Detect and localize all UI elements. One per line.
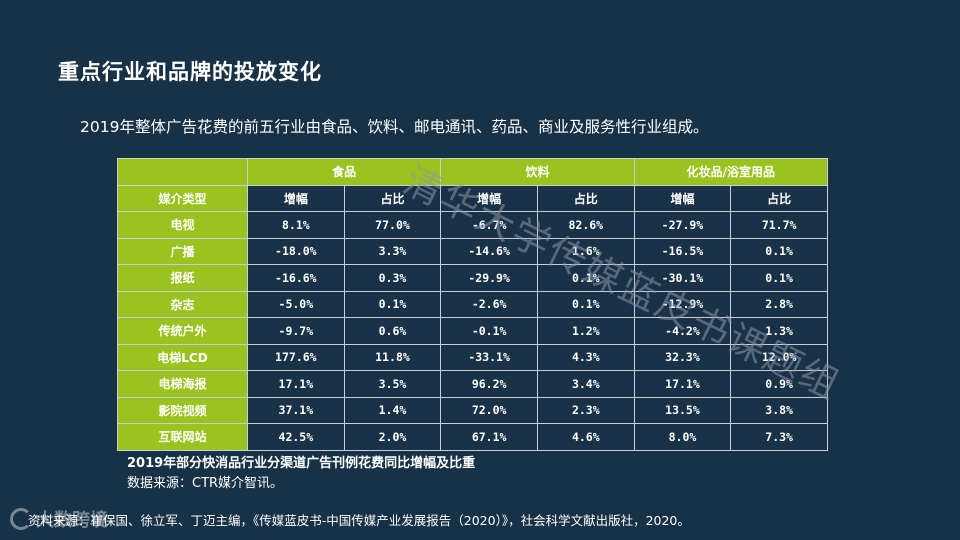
table-cell: 1.2% xyxy=(536,317,635,345)
group-header: 食品 xyxy=(246,158,442,186)
table-cell: -9.7% xyxy=(247,317,345,345)
sub-header: 占比 xyxy=(730,184,828,212)
table-row: 电梯LCD 177.6% 11.8% -33.1% 4.3% 32.3% 12.0% xyxy=(117,343,828,371)
table-cell: 2.8% xyxy=(730,290,828,318)
row-label: 报纸 xyxy=(117,264,248,292)
row-label: 电梯LCD xyxy=(117,343,248,371)
table-cell: -14.6% xyxy=(440,237,538,265)
table-cell: 0.6% xyxy=(343,317,442,345)
logo: 大数跨境 xyxy=(10,506,108,532)
row-header-label: 媒介类型 xyxy=(117,184,248,212)
table-cell: 0.3% xyxy=(343,264,442,292)
row-label: 传统户外 xyxy=(117,317,248,345)
table-cell: 12.0% xyxy=(730,343,828,371)
table-row: 广播 -18.0% 3.3% -14.6% 1.6% -16.5% 0.1% xyxy=(117,237,828,265)
corner-cell xyxy=(117,158,248,186)
sub-header: 占比 xyxy=(343,184,442,212)
table-cell: 3.8% xyxy=(730,396,828,424)
reference-note: 资料来源：崔保国、徐立军、丁迈主编，《传媒蓝皮书-中国传媒产业发展报告（2020… xyxy=(28,513,690,528)
table-cell: 3.5% xyxy=(343,370,442,398)
sub-header: 增幅 xyxy=(440,184,538,212)
row-label: 广播 xyxy=(117,237,248,265)
group-header: 化妆品/浴室用品 xyxy=(633,158,829,186)
sub-header-row: 媒介类型 增幅 占比 增幅 占比 增幅 占比 xyxy=(117,184,828,212)
table-cell: 8.0% xyxy=(633,423,732,451)
group-header: 饮料 xyxy=(440,158,635,186)
table-cell: -12.9% xyxy=(633,290,732,318)
table-cell: 4.6% xyxy=(536,423,635,451)
table-cell: -27.9% xyxy=(633,211,732,239)
data-source: 数据来源：CTR媒介智讯。 xyxy=(127,476,284,491)
slide-title: 重点行业和品牌的投放变化 xyxy=(58,60,322,84)
table-cell: -33.1% xyxy=(440,343,538,371)
table-cell: 177.6% xyxy=(247,343,345,371)
slide-subtitle: 2019年整体广告花费的前五行业由食品、饮料、邮电通讯、药品、商业及服务性行业组… xyxy=(80,118,709,136)
logo-icon xyxy=(10,508,32,530)
table-cell: 2.0% xyxy=(343,423,442,451)
row-label: 影院视频 xyxy=(117,396,248,424)
table-cell: -6.7% xyxy=(440,211,538,239)
table-row: 报纸 -16.6% 0.3% -29.9% 0.1% -30.1% 0.1% xyxy=(117,264,828,292)
table-cell: 1.6% xyxy=(536,237,635,265)
table-cell: 13.5% xyxy=(633,396,732,424)
table-cell: 0.1% xyxy=(536,264,635,292)
row-label: 互联网站 xyxy=(117,423,248,451)
table-cell: -16.6% xyxy=(247,264,345,292)
table-cell: -16.5% xyxy=(633,237,732,265)
table-row: 传统户外 -9.7% 0.6% -0.1% 1.2% -4.2% 1.3% xyxy=(117,317,828,345)
table-row: 电梯海报 17.1% 3.5% 96.2% 3.4% 17.1% 0.9% xyxy=(117,370,828,398)
table-cell: 96.2% xyxy=(440,370,538,398)
table-cell: 37.1% xyxy=(247,396,345,424)
logo-text: 大数跨境 xyxy=(36,510,108,531)
table-cell: 82.6% xyxy=(536,211,635,239)
table-row: 影院视频 37.1% 1.4% 72.0% 2.3% 13.5% 3.8% xyxy=(117,396,828,424)
sub-header: 占比 xyxy=(536,184,635,212)
table-cell: -29.9% xyxy=(440,264,538,292)
table-body: 电视 8.1% 77.0% -6.7% 82.6% -27.9% 71.7% 广播 -18.0%… xyxy=(117,211,828,451)
table-cell: -18.0% xyxy=(247,237,345,265)
data-table: 食品 饮料 化妆品/浴室用品 媒介类型 增幅 占比 增幅 占比 增幅 占比 电视… xyxy=(117,158,829,451)
table-cell: 3.4% xyxy=(536,370,635,398)
sub-header: 增幅 xyxy=(247,184,345,212)
table-cell: 42.5% xyxy=(247,423,345,451)
table-cell: 67.1% xyxy=(440,423,538,451)
table-cell: 0.1% xyxy=(343,290,442,318)
table-cell: 32.3% xyxy=(633,343,732,371)
table-cell: 1.3% xyxy=(730,317,828,345)
table-cell: 3.3% xyxy=(343,237,442,265)
table-cell: 17.1% xyxy=(247,370,345,398)
table-cell: -4.2% xyxy=(633,317,732,345)
table-cell: 0.1% xyxy=(730,264,828,292)
table-cell: 71.7% xyxy=(730,211,828,239)
row-label: 杂志 xyxy=(117,290,248,318)
row-label: 电梯海报 xyxy=(117,370,248,398)
table-cell: -5.0% xyxy=(247,290,345,318)
table-cell: 72.0% xyxy=(440,396,538,424)
table-cell: -0.1% xyxy=(440,317,538,345)
table-cell: 2.3% xyxy=(536,396,635,424)
table-row: 互联网站 42.5% 2.0% 67.1% 4.6% 8.0% 7.3% xyxy=(117,423,828,451)
table-cell: 17.1% xyxy=(633,370,732,398)
table-cell: 0.1% xyxy=(536,290,635,318)
table-row: 电视 8.1% 77.0% -6.7% 82.6% -27.9% 71.7% xyxy=(117,211,828,239)
sub-header: 增幅 xyxy=(633,184,732,212)
table-cell: 11.8% xyxy=(343,343,442,371)
table-cell: 8.1% xyxy=(247,211,345,239)
group-header-row: 食品 饮料 化妆品/浴室用品 xyxy=(117,158,829,186)
row-label: 电视 xyxy=(117,211,248,239)
table-cell: -2.6% xyxy=(440,290,538,318)
table-cell: 77.0% xyxy=(343,211,442,239)
table-cell: 4.3% xyxy=(536,343,635,371)
table-cell: 0.1% xyxy=(730,237,828,265)
table-row: 杂志 -5.0% 0.1% -2.6% 0.1% -12.9% 2.8% xyxy=(117,290,828,318)
table-cell: 1.4% xyxy=(343,396,442,424)
table-cell: 7.3% xyxy=(730,423,828,451)
table-caption: 2019年部分快消品行业分渠道广告刊例花费同比增幅及比重 xyxy=(127,456,476,471)
